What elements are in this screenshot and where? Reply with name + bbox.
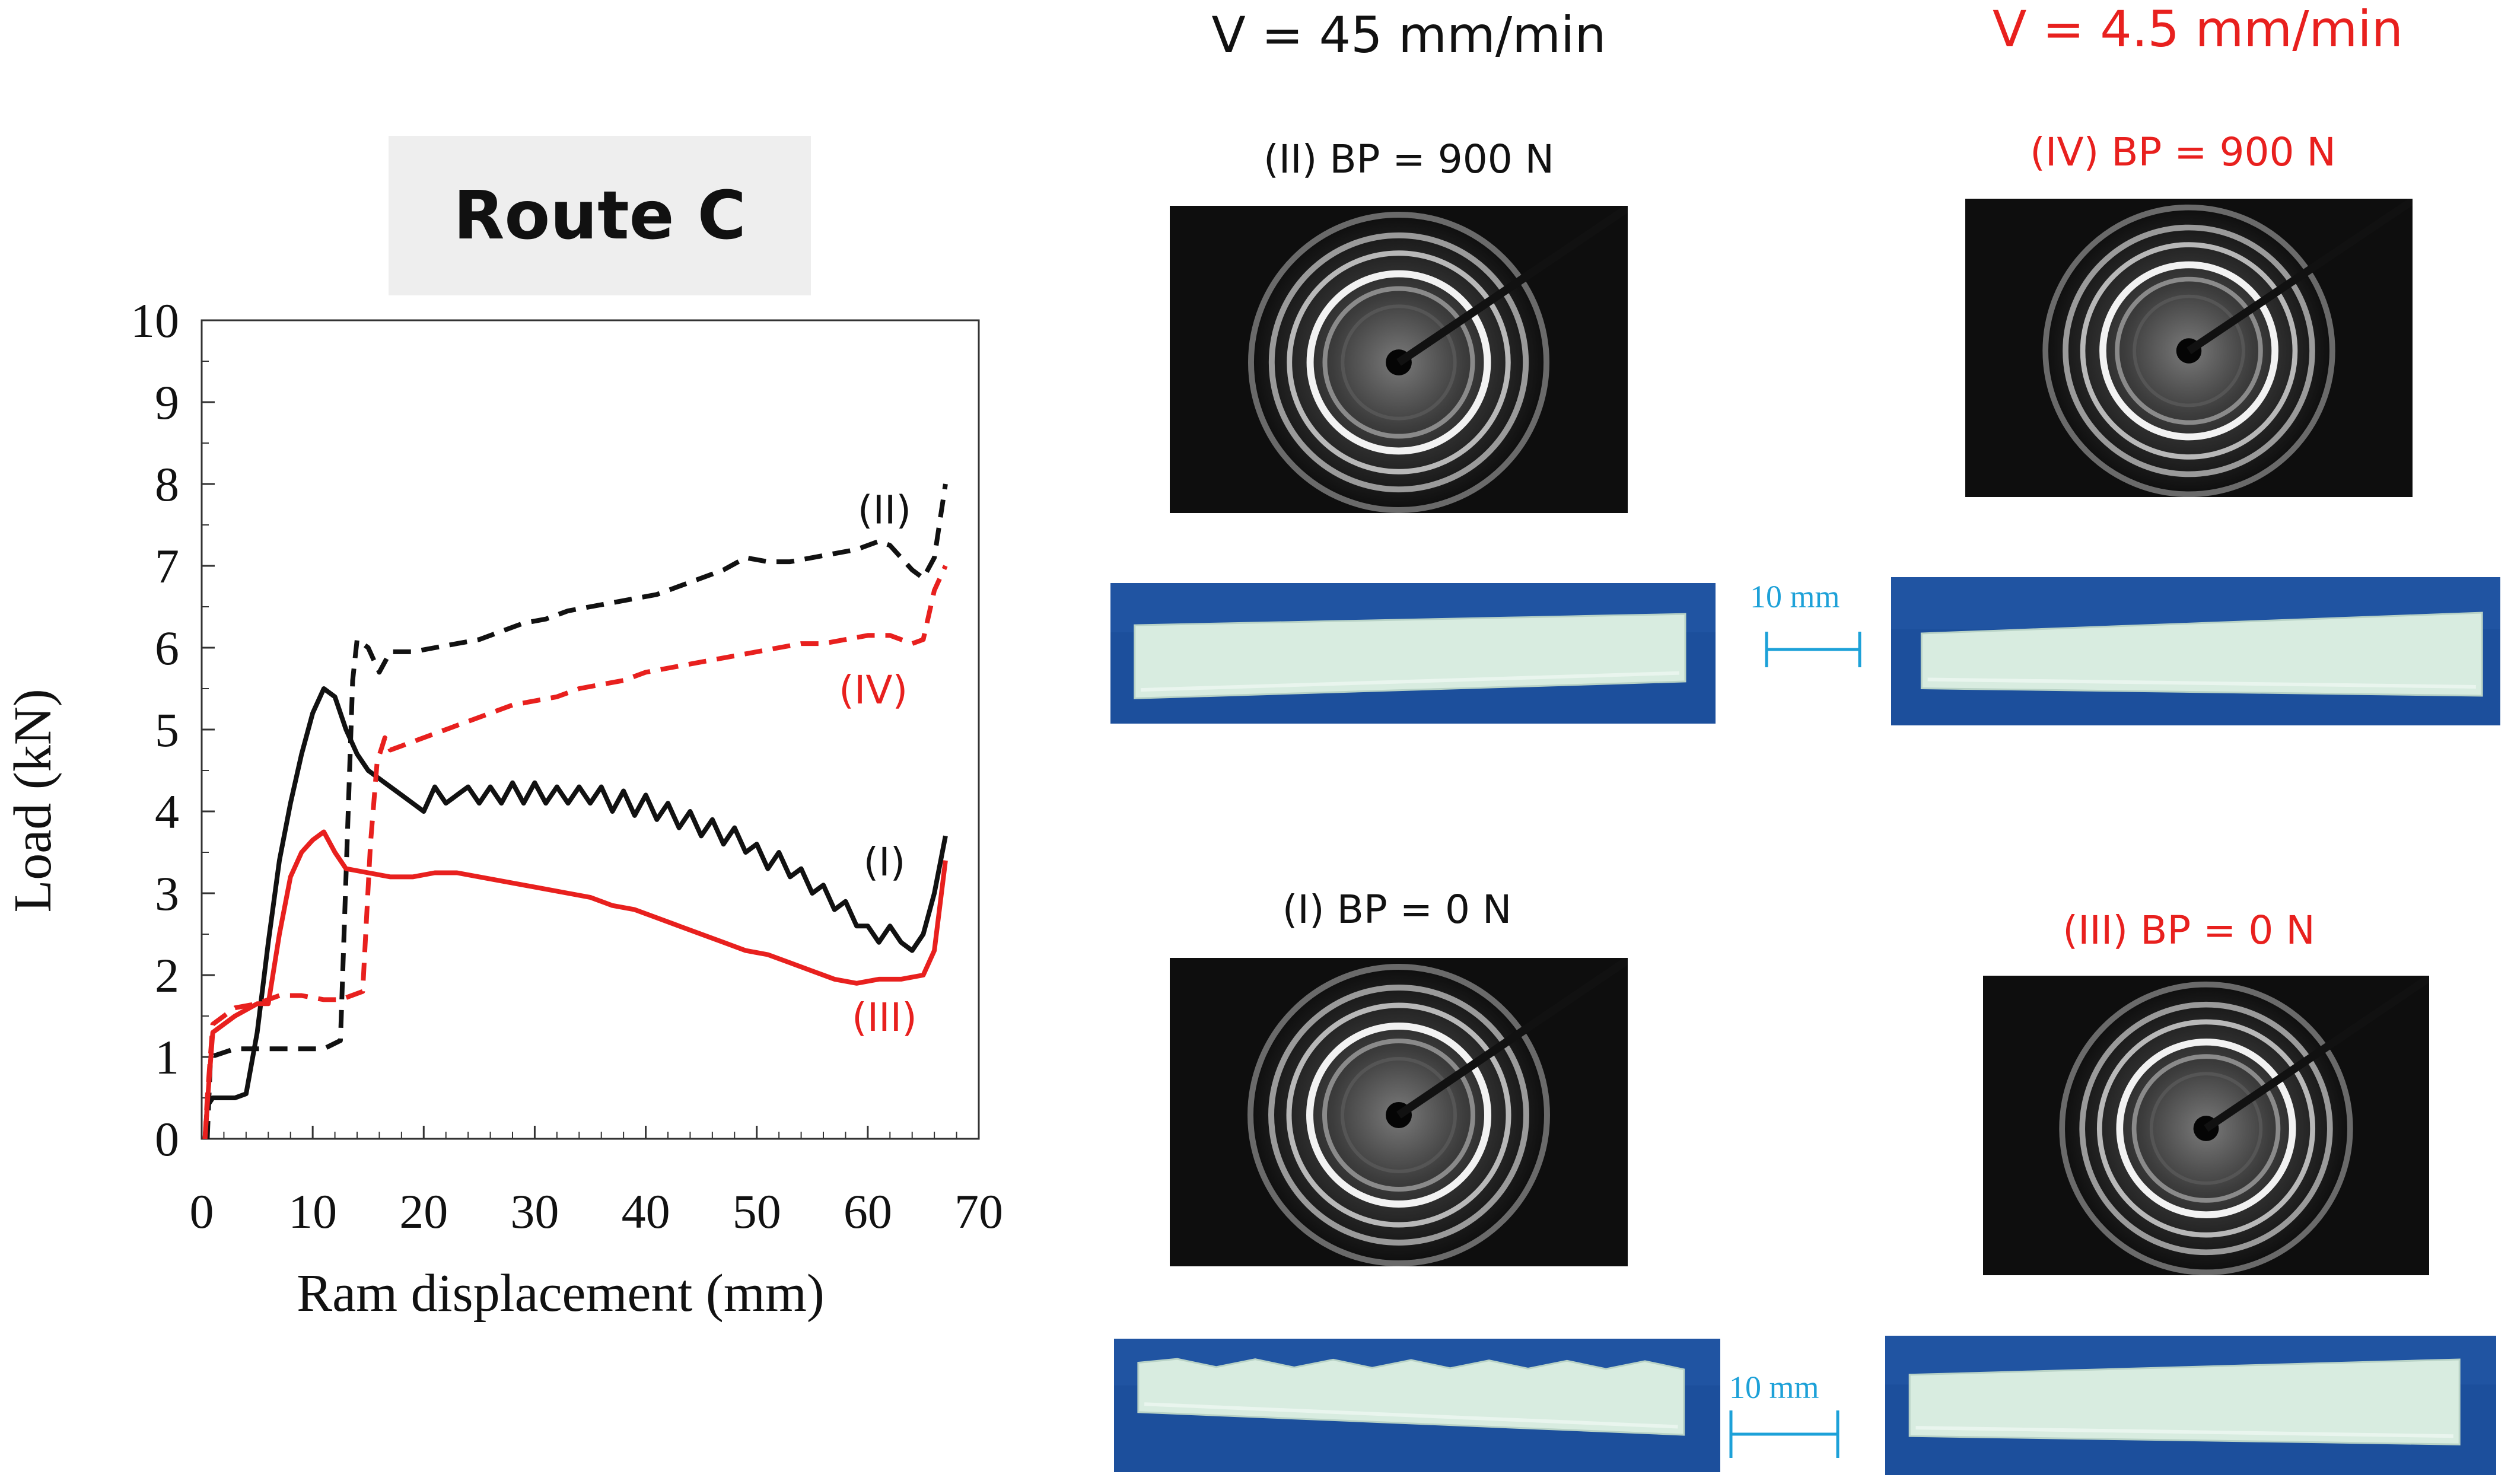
scale-bar-bottom-label: 10 mm	[1729, 1370, 1819, 1405]
y-tick-label: 8	[155, 457, 179, 511]
sample-photo-i-graphic	[1114, 1339, 1720, 1472]
diffraction-ring	[1287, 250, 1511, 475]
series-line-1	[202, 686, 948, 1139]
diffraction-ring	[1322, 1039, 1475, 1192]
y-tick-label: 0	[155, 1112, 179, 1166]
x-tick-label: 50	[733, 1184, 781, 1238]
diffraction-ring	[2079, 1001, 2333, 1256]
diffraction-ring	[1286, 1002, 1511, 1228]
sample-photo-ii-graphic	[1110, 583, 1716, 724]
sample-strip	[1908, 1358, 2461, 1445]
series-annotation-3: (I)	[863, 839, 905, 885]
saxs-pattern-ii-graphic	[1170, 206, 1628, 513]
sample-photo-ii	[1110, 583, 1716, 724]
diffraction-ring	[2099, 261, 2278, 441]
y-tick-label: 10	[131, 294, 179, 348]
x-tick-label: 70	[954, 1184, 1003, 1238]
diffraction-ring	[2131, 1054, 2281, 1203]
diffraction-ring	[2080, 242, 2298, 460]
diffraction-ring	[1247, 964, 1550, 1266]
saxs-pattern-i-graphic	[1170, 958, 1628, 1266]
x-tick-label: 20	[399, 1184, 448, 1238]
route-label: Route C	[453, 177, 746, 254]
scale-bar-top-line	[1765, 632, 1861, 667]
header-fast-speed: V = 45 mm/min	[1211, 6, 1606, 64]
beam-stop-arm	[1396, 206, 1628, 366]
sample-photo-iii	[1885, 1336, 2496, 1475]
x-tick-label: 10	[288, 1184, 337, 1238]
diffraction-ring	[2096, 1019, 2316, 1238]
y-tick-label: 6	[155, 621, 179, 675]
saxs-pattern-i	[1170, 958, 1628, 1266]
diffraction-ring	[2042, 204, 2335, 497]
saxs-pattern-iii-graphic	[1983, 976, 2429, 1275]
y-tick-label: 1	[155, 1030, 179, 1084]
y-tick-label: 2	[155, 948, 179, 1002]
beam-stop-arm	[2187, 199, 2413, 355]
diffraction-ring	[2133, 294, 2245, 407]
diffraction-ring	[1341, 304, 1457, 421]
condition-label-iii: (III) BP = 0 N	[2063, 907, 2315, 953]
header-slow-speed: V = 4.5 mm/min	[1993, 0, 2403, 58]
sample-photo-iii-graphic	[1885, 1336, 2496, 1475]
x-tick-label: 0	[190, 1184, 214, 1238]
diffraction-ring	[1322, 286, 1475, 439]
diffraction-ring	[1306, 1023, 1491, 1208]
diffraction-ring	[2149, 1072, 2263, 1185]
diffraction-ring	[1341, 1057, 1457, 1173]
sample-strip	[1137, 1358, 1685, 1436]
x-tick-label: 60	[844, 1184, 892, 1238]
saxs-pattern-iii	[1983, 976, 2429, 1275]
x-tick-label: 40	[622, 1184, 670, 1238]
y-tick-label: 3	[155, 867, 179, 921]
beam-stop-arm	[1396, 958, 1628, 1119]
diffraction-ring	[1268, 985, 1529, 1246]
y-tick-label: 4	[155, 785, 179, 839]
scale-bar-top: 10 mm	[1750, 578, 1869, 679]
load-displacement-chart: 0 1 2 3 4 5 6 7 8 9 10 0 10 20 30 40 50 60 70 Ram displacem…	[4, 294, 1003, 1323]
scale-bar-top-label: 10 mm	[1750, 579, 1840, 614]
beam-stop-arm	[2204, 976, 2429, 1132]
saxs-pattern-ii	[1170, 206, 1628, 513]
y-tick-label: 7	[155, 539, 179, 593]
x-tick-label: 30	[510, 1184, 559, 1238]
scale-bar-bottom-line	[1729, 1410, 1840, 1458]
diffraction-ring	[2059, 981, 2353, 1275]
diffraction-ring	[1268, 232, 1529, 493]
sample-photo-iv	[1891, 577, 2500, 725]
series-annotation-2: (IV)	[839, 667, 908, 713]
y-axis-title: Load (kN)	[4, 689, 62, 912]
series-annotation-1: (II)	[858, 487, 911, 533]
condition-label-i: (I) BP = 0 N	[1282, 887, 1512, 932]
sample-photo-iv-graphic	[1891, 577, 2500, 725]
series-line-2	[205, 483, 948, 1139]
diffraction-ring	[1306, 270, 1491, 455]
sample-strip	[1920, 612, 2483, 697]
series-line-4	[202, 565, 948, 1139]
route-label-box: Route C	[389, 136, 811, 295]
diffraction-ring	[2063, 224, 2315, 477]
diffraction-ring	[2116, 1039, 2296, 1218]
scale-bar-bottom: 10 mm	[1723, 1369, 1842, 1470]
condition-label-iv: (IV) BP = 900 N	[2030, 129, 2336, 175]
saxs-pattern-iv	[1965, 199, 2413, 497]
diffraction-ring	[2115, 276, 2263, 425]
y-tick-label: 9	[155, 375, 179, 429]
y-tick-label: 5	[155, 703, 179, 757]
series-line-3	[202, 829, 948, 1139]
x-axis-title: Ram displacement (mm)	[297, 1264, 825, 1323]
sample-photo-i	[1114, 1339, 1720, 1472]
saxs-pattern-iv-graphic	[1965, 199, 2413, 497]
series-annotation-4: (III)	[852, 995, 917, 1040]
condition-label-ii: (II) BP = 900 N	[1263, 136, 1555, 182]
diffraction-ring	[1248, 212, 1549, 513]
